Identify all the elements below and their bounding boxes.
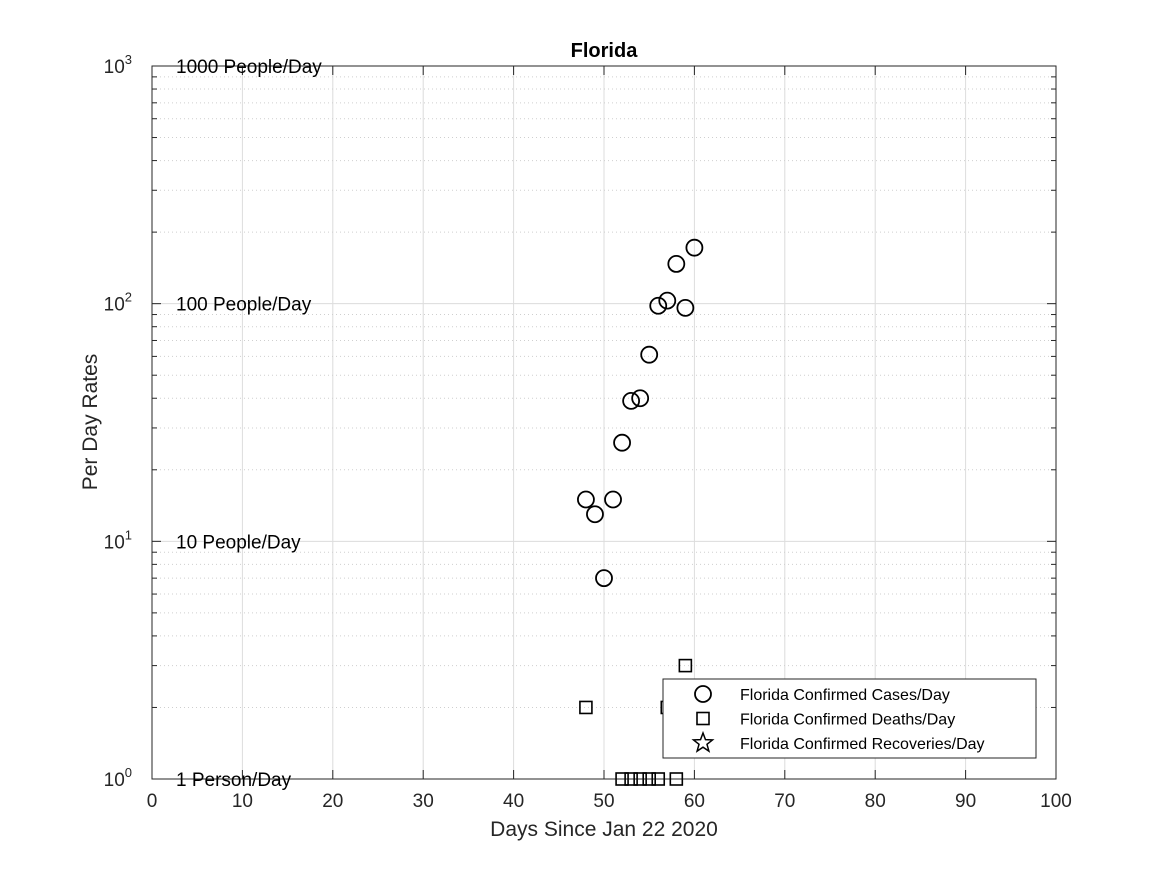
data-point-circle	[613, 433, 631, 452]
legend-marker-circle	[694, 685, 712, 703]
x-tick-label: 0	[147, 791, 158, 812]
data-point-circle	[640, 345, 659, 364]
data-point-circle	[667, 255, 686, 273]
data-point-circle	[604, 490, 622, 509]
x-tick-label: 70	[774, 791, 795, 812]
chart-title: Florida	[571, 40, 639, 62]
data-point-square	[633, 772, 647, 786]
legend-entry: Florida Confirmed Deaths/Day	[740, 712, 955, 729]
data-point-circle	[595, 569, 613, 588]
data-point-circle	[685, 238, 704, 257]
data-point-square	[579, 700, 593, 715]
data-point-circle	[622, 391, 641, 410]
x-tick-label: 80	[865, 791, 886, 812]
series-circle	[577, 238, 704, 588]
x-tick-label: 60	[684, 791, 705, 812]
data-point-circle	[676, 298, 695, 317]
x-axis-label: Days Since Jan 22 2020	[490, 818, 718, 841]
x-tick-label: 90	[955, 791, 976, 812]
data-point-square	[669, 772, 684, 786]
data-point-circle	[586, 505, 604, 524]
y-tick-labels: 100 101 102 103	[104, 52, 132, 791]
data-point-circle	[577, 490, 595, 509]
reference-label: 1000 People/Day	[176, 57, 322, 78]
x-tick-labels: 0 10 20 30 40 50 60 70 80 90 100	[147, 791, 1072, 812]
x-tick-label: 50	[593, 791, 614, 812]
y-tick-label: 101	[104, 527, 132, 553]
data-point-circle	[631, 389, 650, 408]
x-tick-label: 40	[503, 791, 524, 812]
x-tick-label: 20	[322, 791, 343, 812]
reference-label: 10 People/Day	[176, 532, 301, 553]
reference-labels: 1000 People/Day 100 People/Day 10 People/D…	[176, 57, 322, 791]
legend-entry: Florida Confirmed Cases/Day	[740, 687, 950, 704]
legend-box	[662, 678, 1037, 759]
y-tick-label: 103	[104, 52, 132, 78]
legend-marker-square	[696, 711, 710, 726]
reference-label: 1 Person/Day	[176, 770, 292, 791]
x-tick-label: 30	[413, 791, 434, 812]
data-point-square	[615, 772, 629, 786]
legend: Florida Confirmed Cases/Day Florida Confi…	[662, 678, 1037, 759]
x-tick-label: 10	[232, 791, 253, 812]
data-point-circle	[649, 296, 668, 315]
legend-marker-star	[691, 730, 715, 753]
grid	[152, 66, 1056, 779]
data-point-square	[624, 772, 638, 786]
x-tick-label: 100	[1040, 791, 1072, 812]
y-axis-label: Per Day Rates	[79, 354, 102, 491]
y-tick-label: 102	[104, 290, 132, 316]
axis-ticks	[151, 65, 1057, 780]
data-point-circle	[658, 291, 677, 310]
data-point-square	[651, 772, 666, 786]
legend-entry: Florida Confirmed Recoveries/Day	[740, 736, 985, 753]
y-tick-label: 100	[104, 765, 132, 791]
data-point-square	[678, 658, 693, 673]
data-point-square	[642, 772, 657, 786]
reference-label: 100 People/Day	[176, 295, 312, 316]
